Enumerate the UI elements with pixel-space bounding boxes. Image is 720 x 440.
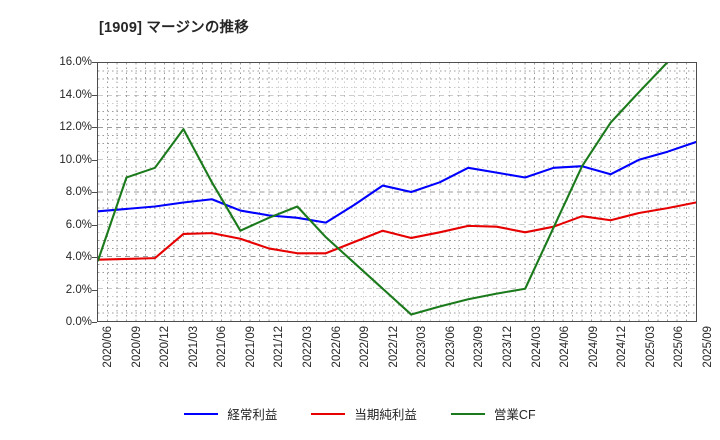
x-tick-label: 2022/12 xyxy=(387,326,400,368)
data-series-layer xyxy=(98,63,696,316)
x-tick-label: 2025/09 xyxy=(702,326,714,368)
x-tick-label: 2025/06 xyxy=(673,326,686,368)
y-tick-label: 10.0% xyxy=(59,153,92,166)
x-tick-label: 2020/09 xyxy=(130,326,143,368)
y-tick-mark xyxy=(92,62,97,63)
x-tick-label: 2021/12 xyxy=(273,326,286,368)
y-tick-mark xyxy=(92,224,97,226)
x-tick-label: 2025/03 xyxy=(644,326,657,368)
y-tick-label: 2.0% xyxy=(65,283,92,296)
x-tick-label: 2023/09 xyxy=(473,326,486,368)
x-tick-label: 2023/03 xyxy=(416,326,429,368)
y-tick-label: 8.0% xyxy=(65,186,92,198)
legend-label: 経常利益 xyxy=(227,408,278,422)
legend-item[interactable]: 当期純利益 xyxy=(311,404,417,423)
legend-item[interactable]: 経常利益 xyxy=(184,404,277,423)
y-tick-mark xyxy=(92,94,97,96)
x-tick-label: 2021/03 xyxy=(187,326,200,368)
legend-label: 営業CF xyxy=(493,408,536,422)
x-tick-label: 2021/09 xyxy=(244,326,257,368)
y-tick-mark xyxy=(92,159,97,161)
x-tick-label: 2023/12 xyxy=(502,326,514,368)
legend-line-icon xyxy=(311,412,346,415)
legend-line-icon xyxy=(184,412,219,415)
y-tick-label: 14.0% xyxy=(59,88,92,101)
x-axis: 2020/06 2020/09 2020/12 2021/03 2021/06 2021/… xyxy=(97,326,714,396)
x-tick-label: 2020/06 xyxy=(102,326,114,368)
y-tick-label: 12.0% xyxy=(59,121,92,133)
series-line xyxy=(98,201,696,261)
page-title: [1909] マージンの推移 xyxy=(99,20,249,36)
y-tick-mark xyxy=(92,289,97,291)
x-tick-label: 2024/09 xyxy=(587,326,600,368)
x-tick-label: 2023/06 xyxy=(444,326,457,368)
y-tick-label: 0.0% xyxy=(65,316,92,328)
y-tick-mark xyxy=(92,257,97,258)
x-tick-label: 2022/09 xyxy=(359,326,372,368)
series-line xyxy=(98,140,696,224)
y-tick-label: 4.0% xyxy=(65,251,92,263)
grid-lines xyxy=(98,63,696,321)
y-axis: 0.0% 2.0% 4.0% 6.0% 8.0% 10.0% 12.0% 14.0% 16.0% xyxy=(28,56,92,328)
y-axis-tick-marks xyxy=(92,62,97,323)
x-tick-label: 2022/03 xyxy=(302,326,314,368)
legend-label: 当期純利益 xyxy=(354,408,417,422)
legend-line-icon xyxy=(450,412,485,415)
plot-area xyxy=(97,62,697,322)
legend-item[interactable]: 営業CF xyxy=(450,404,536,423)
x-tick-label: 2024/06 xyxy=(559,326,572,368)
y-tick-mark xyxy=(92,192,97,193)
x-tick-label: 2021/06 xyxy=(216,326,229,368)
y-tick-mark xyxy=(92,127,97,128)
y-tick-label: 6.0% xyxy=(65,218,92,231)
legend: 経常利益 当期純利益 営業CF xyxy=(0,404,720,423)
x-tick-label: 2024/03 xyxy=(530,326,543,368)
x-tick-label: 2024/12 xyxy=(616,326,629,368)
x-tick-label: 2022/06 xyxy=(330,326,343,368)
y-tick-mark xyxy=(92,322,97,323)
x-tick-label: 2020/12 xyxy=(159,326,172,368)
series-line xyxy=(98,63,669,316)
y-tick-label: 16.0% xyxy=(59,56,92,68)
